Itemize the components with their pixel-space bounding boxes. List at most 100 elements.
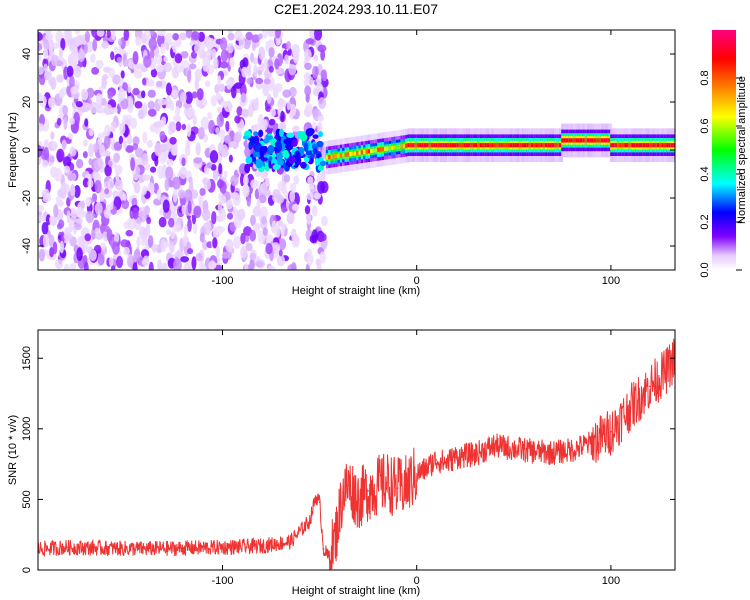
spectrogram-cell (162, 241, 171, 248)
spectrogram-cell (261, 215, 267, 225)
spectrogram-cell (199, 187, 206, 196)
snr-point (532, 450, 535, 453)
spectrogram-cell (157, 98, 167, 106)
spectrogram-cell (619, 143, 624, 148)
spectrogram-cell (303, 71, 311, 82)
spectrogram-cell (289, 190, 296, 203)
spectrogram-cell (60, 38, 66, 51)
spectrogram-cell (228, 154, 233, 163)
spectrogram-cell (133, 69, 143, 79)
spectrogram-cell (38, 204, 45, 212)
spectrogram-cell (172, 32, 179, 41)
spectrogram-cell (540, 143, 545, 148)
spectrogram-cell (252, 206, 261, 217)
spectrogram-cell (268, 82, 275, 91)
spectrogram-cell (150, 68, 158, 78)
snr-point (334, 538, 336, 540)
spectrogram-cell (482, 143, 487, 148)
spectrogram-cell (220, 100, 228, 108)
spectrogram-cell (226, 42, 234, 54)
spectrogram-cell (38, 32, 43, 42)
spectrogram-cell (315, 77, 322, 84)
spectrogram-cell (165, 96, 172, 109)
spectrogram-cell (141, 153, 149, 165)
spectrogram-cell (167, 217, 175, 228)
spectrogram-cell (342, 152, 347, 158)
spectrogram-cell (70, 184, 76, 197)
spectrogram-cell (117, 88, 126, 101)
spectrogram-cell (512, 143, 517, 148)
snr-point (260, 545, 263, 547)
spectrogram-cell (169, 121, 177, 134)
spectrogram-cell (75, 100, 83, 108)
spectrogram-cell (456, 143, 461, 148)
spectrogram-cell (289, 182, 297, 192)
snr-point (415, 473, 418, 475)
spectrogram-cell (388, 145, 393, 151)
spectrogram-cell (77, 235, 86, 247)
spectrogram-cell (179, 166, 188, 180)
spectrogram-cell (442, 143, 447, 148)
spectrogram-cell (666, 143, 671, 148)
spectrogram-cell (451, 143, 456, 148)
spectrogram-cell (63, 117, 68, 130)
spectrogram-cell (598, 138, 603, 143)
spectrogram-cell (187, 248, 194, 255)
spectrogram-cell (339, 153, 344, 158)
spectrogram-cell (69, 146, 77, 157)
spectrogram-cell (523, 143, 528, 148)
snr-point (322, 548, 325, 550)
spectrogram-cell (299, 131, 308, 142)
spectrogram-cell (226, 212, 234, 220)
spectrogram-cell (107, 178, 115, 191)
spectrogram-cell (635, 143, 640, 148)
spectrogram-cell (69, 236, 77, 247)
spectrogram-cell (659, 143, 664, 148)
spectrogram-cell (249, 229, 257, 242)
snr-point (425, 467, 428, 470)
spectrogram-cell (107, 91, 113, 100)
spectrogram-cell (119, 122, 126, 135)
spectrogram-cell (191, 256, 197, 270)
spectrogram-cell (542, 143, 547, 148)
spectrogram-cell (83, 139, 88, 147)
spectrogram-cell (138, 210, 147, 223)
spectrogram-cell (121, 199, 130, 210)
spectrogram-cell (42, 233, 50, 248)
spectrogram-cell (558, 143, 563, 148)
spectrogram-cell (217, 201, 223, 215)
spectrogram-cell (216, 106, 222, 114)
spectrogram-cell (304, 85, 312, 97)
spectrogram-cell (367, 149, 372, 154)
spectrogram-cell (300, 161, 307, 169)
spectrogram-cell (184, 189, 193, 202)
spectrogram-cell (547, 143, 552, 148)
spectrogram-cell (174, 105, 181, 118)
spectrogram-cell (255, 261, 264, 268)
spectrogram-cell (174, 250, 183, 258)
spectrogram-cell (319, 160, 326, 167)
colorbar-label: Normalized spectral amplitude (736, 76, 748, 224)
spectrogram-cell (286, 142, 292, 151)
spectrogram-cell (175, 224, 182, 233)
snr-point (309, 519, 311, 522)
spectrogram-cell (286, 211, 295, 225)
spectrogram-cell (153, 121, 162, 128)
spectrogram-cell (97, 253, 105, 266)
spectrogram-cell (307, 176, 314, 186)
spectrogram-cell (290, 228, 297, 240)
x-tick-label: 100 (602, 575, 620, 587)
spectrogram-cell (86, 198, 91, 207)
spectrogram-cell (135, 63, 145, 70)
spectrogram-cell (71, 172, 77, 181)
spectrogram-cell (288, 63, 297, 76)
snr-point (445, 461, 447, 464)
spectrogram-cell (577, 138, 582, 143)
spectrogram-cell (69, 75, 75, 90)
spectrogram-cell (187, 218, 192, 233)
spectrogram-cell (414, 143, 419, 148)
spectrogram-cell (84, 30, 91, 43)
spectrogram-cell (184, 91, 193, 104)
snr-y-label: SNR (10 * v/v) (7, 415, 19, 485)
